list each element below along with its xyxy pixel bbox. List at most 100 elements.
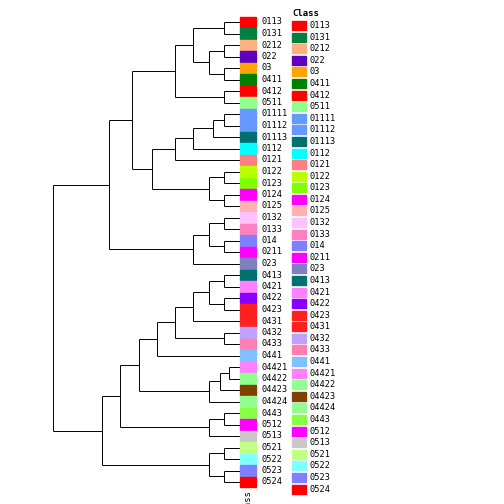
Bar xyxy=(292,79,306,88)
Bar xyxy=(240,201,256,211)
Bar xyxy=(240,247,256,257)
Bar xyxy=(292,345,306,354)
Text: 0511: 0511 xyxy=(262,98,283,107)
Text: 0125: 0125 xyxy=(262,202,283,211)
Text: 04424: 04424 xyxy=(262,397,288,406)
Bar xyxy=(240,28,256,39)
Text: 023: 023 xyxy=(309,265,325,273)
Text: 0521: 0521 xyxy=(309,450,330,459)
Text: 0422: 0422 xyxy=(309,299,330,308)
Text: 04421: 04421 xyxy=(262,362,288,371)
Text: 04422: 04422 xyxy=(262,374,288,383)
Text: 0443: 0443 xyxy=(262,409,283,417)
Text: Class: Class xyxy=(243,490,253,504)
Bar xyxy=(240,62,256,73)
Bar xyxy=(292,125,306,135)
Bar xyxy=(292,276,306,285)
Text: 03: 03 xyxy=(262,64,273,73)
Text: 0423: 0423 xyxy=(262,305,283,314)
Text: 0441: 0441 xyxy=(262,351,283,360)
Bar xyxy=(292,380,306,389)
Bar xyxy=(292,230,306,238)
Bar xyxy=(240,97,256,108)
Text: 0124: 0124 xyxy=(309,195,330,204)
Text: 01112: 01112 xyxy=(309,125,335,135)
Text: 04423: 04423 xyxy=(309,392,335,401)
Text: 0421: 0421 xyxy=(262,282,283,291)
Text: 04423: 04423 xyxy=(262,386,288,395)
Bar xyxy=(240,235,256,246)
Bar xyxy=(240,373,256,384)
Bar xyxy=(292,56,306,65)
Bar xyxy=(292,253,306,262)
Bar xyxy=(292,160,306,169)
Bar xyxy=(292,357,306,366)
Bar xyxy=(240,270,256,280)
Bar xyxy=(292,91,306,100)
Text: 0423: 0423 xyxy=(309,311,330,320)
Bar xyxy=(292,172,306,181)
Bar xyxy=(292,183,306,193)
Text: 0212: 0212 xyxy=(262,40,283,49)
Text: 0513: 0513 xyxy=(309,438,330,447)
Text: 023: 023 xyxy=(262,259,278,268)
Bar xyxy=(240,431,256,442)
Text: 01113: 01113 xyxy=(262,133,288,142)
Bar xyxy=(240,477,256,487)
Text: 04421: 04421 xyxy=(309,368,335,377)
Bar xyxy=(240,293,256,303)
Bar xyxy=(240,224,256,234)
Bar xyxy=(292,44,306,53)
Text: 0121: 0121 xyxy=(309,160,330,169)
Bar xyxy=(240,212,256,223)
Text: 01111: 01111 xyxy=(262,109,288,118)
Text: 0421: 0421 xyxy=(309,288,330,296)
Text: 022: 022 xyxy=(262,52,278,61)
Text: 0512: 0512 xyxy=(262,420,283,429)
Bar xyxy=(240,17,256,27)
Text: 03: 03 xyxy=(309,68,320,77)
Bar xyxy=(240,178,256,188)
Bar xyxy=(292,218,306,227)
Text: 0433: 0433 xyxy=(262,340,283,348)
Text: 0411: 0411 xyxy=(309,79,330,88)
Bar xyxy=(240,327,256,338)
Text: 0522: 0522 xyxy=(309,461,330,470)
Bar xyxy=(240,132,256,142)
Bar xyxy=(292,392,306,401)
Bar xyxy=(240,258,256,269)
Bar xyxy=(240,74,256,85)
Bar xyxy=(292,473,306,482)
Text: 0513: 0513 xyxy=(262,431,283,440)
Bar xyxy=(240,304,256,315)
Text: 014: 014 xyxy=(309,241,325,250)
Text: 04422: 04422 xyxy=(309,380,335,389)
Text: 0432: 0432 xyxy=(309,334,330,343)
Text: 0132: 0132 xyxy=(262,213,283,222)
Bar xyxy=(292,137,306,146)
Bar xyxy=(240,109,256,119)
Text: 0412: 0412 xyxy=(309,91,330,100)
Bar xyxy=(292,334,306,343)
Text: 0132: 0132 xyxy=(309,218,330,227)
Text: 0411: 0411 xyxy=(262,75,283,84)
Text: Class: Class xyxy=(292,10,319,19)
Bar xyxy=(292,102,306,111)
Text: 0524: 0524 xyxy=(262,477,283,486)
Bar xyxy=(240,143,256,154)
Text: 0131: 0131 xyxy=(309,33,330,42)
Text: 0412: 0412 xyxy=(262,87,283,95)
Bar xyxy=(292,288,306,296)
Text: 0123: 0123 xyxy=(309,183,330,193)
Bar xyxy=(240,465,256,476)
Text: 0112: 0112 xyxy=(309,149,330,158)
Bar xyxy=(292,438,306,447)
Text: 0432: 0432 xyxy=(262,328,283,337)
Text: 0113: 0113 xyxy=(309,21,330,30)
Bar xyxy=(292,114,306,123)
Text: 01113: 01113 xyxy=(309,137,335,146)
Text: 0131: 0131 xyxy=(262,29,283,38)
Bar xyxy=(240,51,256,62)
Bar xyxy=(292,149,306,158)
Bar xyxy=(292,33,306,42)
